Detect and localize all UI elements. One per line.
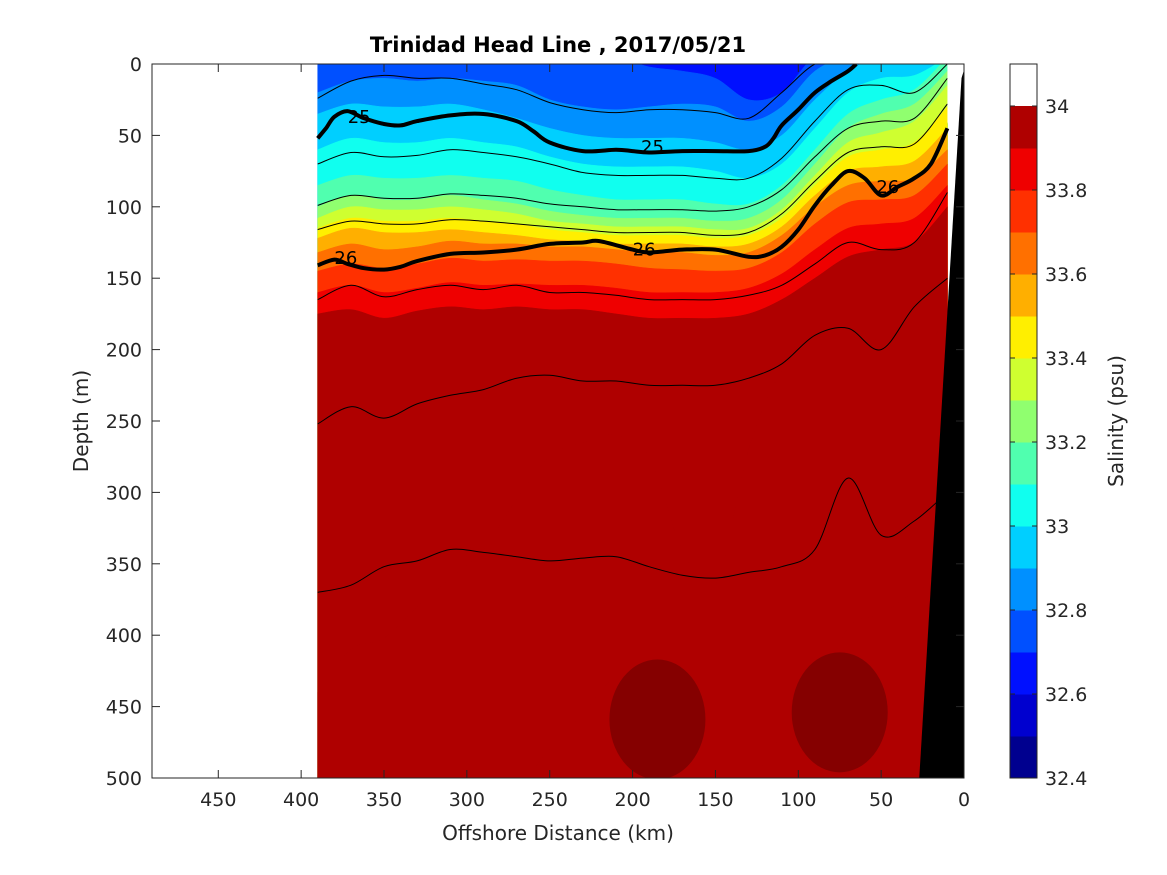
colorbar-segment-10: [1010, 316, 1037, 359]
x-tick-label-50: 50: [869, 789, 893, 811]
colorbar-segment-1: [1010, 694, 1037, 737]
colorbar: [1010, 106, 1037, 779]
y-axis-label: Depth (m): [69, 370, 93, 472]
density-contours: [316, 64, 950, 593]
colorbar-segment-7: [1010, 442, 1037, 485]
density-contour-26: [317, 127, 950, 272]
chart-title: Trinidad Head Line , 2017/05/21: [370, 33, 746, 57]
colorbar-segment-13: [1010, 190, 1037, 233]
x-tick-label-300: 300: [449, 789, 485, 811]
density-contour-thin-3: [317, 103, 948, 236]
y-tick-label-450: 450: [106, 697, 142, 719]
density-contour-thin-4: [317, 192, 948, 301]
colorbar-tick-label-34: 34: [1045, 96, 1069, 118]
x-tick-label-350: 350: [366, 789, 402, 811]
x-tick-label-0: 0: [958, 789, 970, 811]
density-contour-thin-2: [317, 77, 948, 212]
y-tick-label-0: 0: [130, 54, 142, 76]
x-axis-label: Offshore Distance (km): [442, 821, 674, 845]
y-axis: 0 50 100 150 200 250 300 350 400 450 500: [106, 54, 964, 790]
contour-label-4: 26: [876, 177, 899, 198]
colorbar-segment-12: [1010, 232, 1037, 275]
bathymetry: [919, 64, 964, 778]
contour-label-2: 26: [334, 248, 357, 269]
colorbar-tick-label-32.4: 32.4: [1045, 768, 1087, 790]
colorbar-frame: [1009, 63, 1038, 779]
density-contour-thin-6: [317, 477, 948, 593]
y-tick-label-50: 50: [118, 125, 142, 147]
y-tick-label-400: 400: [106, 625, 142, 647]
colorbar-tick-label-32.6: 32.6: [1045, 684, 1087, 706]
contour-labels: 25 25 26 26 26: [334, 107, 899, 269]
colorbar-segment-4: [1010, 568, 1037, 611]
y-tick-label-500: 500: [106, 768, 142, 790]
y-tick-label-350: 350: [106, 554, 142, 576]
colorbar-tick-label-33.4: 33.4: [1045, 348, 1087, 370]
salinity-core-0: [609, 659, 706, 778]
colorbar-tick-label-33.6: 33.6: [1045, 264, 1087, 286]
density-contour-thin-5: [317, 277, 948, 425]
colorbar-tick-label-33.8: 33.8: [1045, 180, 1087, 202]
colorbar-tick-label-32.8: 32.8: [1045, 600, 1087, 622]
salinity-core-1: [791, 652, 888, 773]
contour-label-1: 25: [641, 137, 664, 158]
colorbar-tick-label-33.2: 33.2: [1045, 432, 1087, 454]
colorbar-segment-8: [1010, 400, 1037, 443]
x-tick-label-250: 250: [532, 789, 568, 811]
x-tick-label-100: 100: [780, 789, 816, 811]
colorbar-segment-14: [1010, 148, 1037, 191]
colorbar-segment-5: [1010, 526, 1037, 569]
colorbar-segment-3: [1010, 610, 1037, 653]
colorbar-tick-label-33: 33: [1045, 516, 1069, 538]
density-contour-25: [316, 64, 858, 155]
y-tick-label-250: 250: [106, 411, 142, 433]
y-tick-label-100: 100: [106, 197, 142, 219]
colorbar-label: Salinity (psu): [1104, 355, 1128, 487]
colorbar-segment-15: [1010, 106, 1037, 149]
colorbar-segment-11: [1010, 274, 1037, 317]
x-tick-label-150: 150: [697, 789, 733, 811]
y-tick-label-300: 300: [106, 482, 142, 504]
y-tick-label-150: 150: [106, 268, 142, 290]
salinity-field: [317, 64, 948, 778]
x-tick-label-450: 450: [200, 789, 236, 811]
bathymetry-gap: [947, 64, 964, 124]
contour-label-3: 26: [633, 240, 656, 261]
density-contour-thin-1: [317, 64, 948, 181]
colorbar-segment-9: [1010, 358, 1037, 401]
x-axis: 450 400 350 300 250 200 150 100 50 0: [200, 64, 970, 811]
y-tick-label-200: 200: [106, 340, 142, 362]
colorbar-segment-2: [1010, 652, 1037, 695]
x-tick-label-200: 200: [614, 789, 650, 811]
colorbar-ticks: 32.4 32.6 32.8 33 33.2 33.4 33.6 33.8 34: [1010, 96, 1087, 790]
density-contour-thin-0: [317, 64, 817, 120]
colorbar-segment-0: [1010, 736, 1037, 779]
bathymetry-slope: [919, 68, 964, 778]
contour-label-0: 25: [348, 107, 371, 128]
x-tick-label-400: 400: [283, 789, 319, 811]
colorbar-segment-6: [1010, 484, 1037, 527]
